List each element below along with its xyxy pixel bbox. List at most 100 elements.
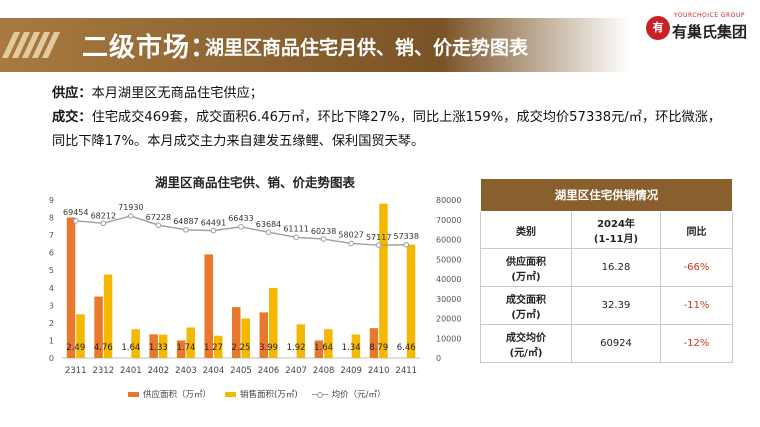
sales-bar — [131, 329, 140, 358]
sales-bar — [324, 329, 333, 358]
x-tick-label: 2411 — [395, 366, 417, 376]
sales-data-label: 8.79 — [369, 343, 388, 353]
price-point — [320, 236, 327, 242]
legend-price: 均价（元/㎡） — [311, 388, 386, 400]
sales-bar — [76, 314, 85, 358]
price-point — [375, 242, 382, 248]
company-logo: 有 YOURCHOICE GROUP 有巢氏集团 — [640, 8, 760, 52]
row-value: 32.39 — [571, 286, 661, 325]
sales-data-label: 1.74 — [176, 343, 195, 353]
y-right-tick-label: 0 — [436, 354, 441, 363]
sales-data-label: 6.46 — [397, 343, 416, 353]
sales-data-label: 1.92 — [287, 343, 306, 353]
y-left-tick-label: 3 — [49, 301, 54, 310]
price-data-label: 61111 — [283, 224, 308, 233]
x-tick-label: 2402 — [148, 366, 170, 376]
y-right-tick-label: 70000 — [436, 216, 461, 225]
price-point — [403, 241, 410, 248]
x-tick-label: 2407 — [285, 366, 307, 376]
y-right-tick-label: 60000 — [436, 236, 461, 245]
y-right-tick-label: 50000 — [436, 255, 461, 264]
sales-data-label: 3.99 — [259, 343, 278, 353]
supply-bar — [369, 328, 379, 358]
price-point — [348, 240, 354, 247]
price-data-label: 68212 — [91, 211, 116, 220]
supply-bar — [232, 307, 241, 358]
x-tick-label: 2406 — [258, 366, 280, 376]
y-left-tick-label: 6 — [49, 249, 54, 258]
supply-bar — [204, 254, 213, 358]
price-data-label: 66433 — [228, 214, 253, 223]
header: 二级市场： 湖里区商品住宅月供、销、价走势图表 有 YOURCHOICE GRO… — [0, 12, 760, 72]
y-left-tick-label: 7 — [49, 231, 54, 240]
header-period: 2024年 (1-11月) — [571, 211, 661, 249]
supply-sales-table: 湖里区住宅供销情况 类别 2024年 (1-11月) 同比 供应面积 (万㎡) 16… — [480, 178, 733, 363]
price-point — [72, 218, 79, 224]
supply-text: 本月湖里区无商品住宅供应； — [91, 86, 263, 101]
y-right-tick-label: 30000 — [436, 295, 461, 304]
sales-bar — [406, 244, 416, 358]
sales-bar — [241, 318, 250, 358]
supply-bar — [94, 296, 103, 358]
price-data-label: 58027 — [338, 230, 363, 239]
sales-bar — [379, 203, 388, 358]
sales-bar — [158, 334, 168, 358]
legend-supply: 供应面积（万㎡） — [128, 388, 211, 400]
stripes-decoration — [1, 32, 61, 58]
table-caption: 湖里区住宅供销情况 — [480, 178, 733, 212]
sales-bar — [186, 327, 195, 358]
y-right-tick-label: 40000 — [436, 275, 461, 284]
price-point — [293, 234, 299, 241]
price-point — [183, 227, 189, 233]
trend-chart: 0 1 2 3 4 5 6 7 8 9 0 10000 20000 30000 40000 50000 6000… — [49, 196, 462, 376]
supply-paragraph: 供应：本月湖里区无商品住宅供应； — [52, 82, 724, 106]
x-tick-label: 2311 — [65, 366, 87, 376]
row-label: 供应面积 (万㎡) — [480, 248, 572, 287]
sales-data-label: 2.25 — [232, 343, 251, 353]
logo-chinese: 有巢氏集团 — [672, 23, 748, 41]
sales-bar — [269, 287, 278, 358]
price-point — [128, 213, 134, 219]
row-value: 16.28 — [571, 248, 661, 287]
sales-data-label: 1.34 — [342, 343, 361, 353]
sales-data-label: 1.64 — [121, 343, 140, 353]
logo-mark-icon: 有 — [646, 16, 670, 40]
sales-data-label: 1.64 — [314, 343, 333, 353]
y-left-tick-label: 1 — [49, 336, 54, 345]
table-row: 供应面积 (万㎡) 16.28 -66% — [480, 248, 733, 287]
sales-data-label: 2.49 — [66, 343, 85, 353]
deal-paragraph: 成交：住宅成交469套，成交面积6.46万㎡，环比下降27%，同比上涨159%，… — [52, 106, 724, 154]
sales-data-label: 4.76 — [94, 343, 113, 353]
sales-bar — [213, 335, 223, 358]
sales-data-label: 1.27 — [204, 343, 223, 353]
summary-text: 供应：本月湖里区无商品住宅供应； 成交：住宅成交469套，成交面积6.46万㎡，… — [52, 82, 724, 154]
deal-text: 住宅成交469套，成交面积6.46万㎡，环比下降27%，同比上涨159%，成交均… — [52, 110, 722, 149]
price-point — [238, 223, 244, 230]
supply-bar — [66, 217, 76, 358]
price-data-label: 57117 — [366, 233, 391, 242]
price-data-label: 64491 — [201, 219, 226, 228]
price-point — [155, 222, 162, 229]
price-data-label: 57338 — [394, 232, 419, 241]
sales-bar — [296, 324, 306, 358]
row-yoy: -12% — [660, 324, 733, 363]
price-data-label: 71930 — [118, 203, 143, 212]
y-left-tick-label: 8 — [49, 214, 54, 223]
sales-data-label: 1.33 — [149, 343, 168, 353]
y-right-tick-label: 20000 — [436, 315, 461, 324]
supply-bar — [314, 340, 324, 358]
header-band: 二级市场： 湖里区商品住宅月供、销、价走势图表 — [0, 18, 630, 72]
y-left-tick-label: 9 — [49, 196, 54, 205]
x-tick-label: 2401 — [120, 366, 142, 376]
sales-bar — [103, 274, 113, 358]
price-point — [100, 220, 107, 227]
x-tick-label: 2405 — [230, 366, 252, 376]
supply-label: 供应： — [52, 86, 92, 101]
price-point — [265, 229, 272, 236]
supply-bar — [259, 312, 269, 358]
logo-english: YOURCHOICE GROUP — [674, 12, 745, 19]
y-left-tick-label: 2 — [49, 319, 54, 328]
supply-bar — [176, 340, 186, 358]
deal-label: 成交： — [52, 110, 92, 125]
x-tick-label: 2410 — [368, 366, 390, 376]
